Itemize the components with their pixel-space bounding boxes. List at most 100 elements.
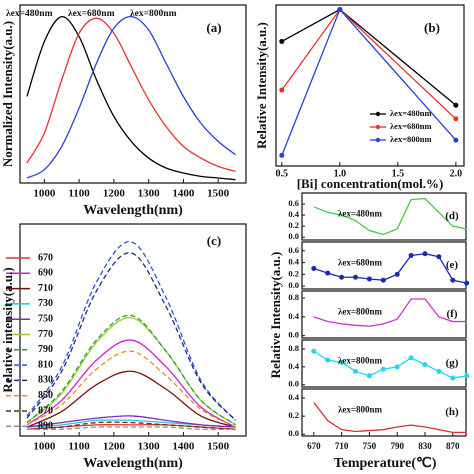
series-line [313, 298, 467, 327]
marker [279, 87, 285, 93]
series-line [26, 421, 236, 430]
x-axis-label: Wavelength(nm) [83, 203, 183, 218]
legend-label: λex=480nm [338, 209, 383, 219]
y-tick-label: 0.4 [288, 257, 299, 267]
panel-label: (d) [445, 210, 459, 222]
legend-label: λex=480nm [6, 9, 53, 19]
marker [325, 357, 331, 363]
x-tick-label: 0.5 [276, 168, 289, 179]
marker [353, 368, 359, 374]
panel-label: (a) [206, 20, 221, 35]
marker [380, 366, 386, 372]
series-line [313, 350, 467, 379]
legend-label: 890 [38, 421, 53, 432]
series-line [26, 317, 236, 426]
x-tick-label: 1200 [103, 441, 126, 453]
x-tick-label: 1400 [172, 188, 195, 200]
y-tick-label: 0.6 [288, 198, 299, 208]
panel-label: (g) [446, 357, 459, 369]
x-tick-label: 1300 [138, 441, 161, 453]
series-line [26, 370, 236, 428]
legend-label: λex=800nm [338, 405, 383, 415]
series-line [26, 415, 236, 428]
plot-frame [301, 241, 467, 290]
panel-label: (f) [447, 308, 458, 320]
x-tick-label: 1.5 [392, 168, 405, 179]
x-tick-label: 1400 [172, 441, 195, 453]
marker [436, 368, 442, 374]
legend-label: 750 [38, 313, 53, 324]
x-tick-label: 870 [446, 441, 460, 451]
y-tick-label: 0.4 [288, 311, 299, 321]
x-tick-label: 2.0 [450, 168, 463, 179]
legend-marker [375, 124, 381, 130]
x-tick-label: 1000 [33, 188, 56, 200]
panel-label: (e) [446, 259, 459, 271]
legend-label: 810 [38, 359, 53, 370]
y-tick-label: 0.8 [288, 292, 299, 302]
marker [422, 251, 428, 257]
plot-frame [301, 290, 467, 339]
marker [279, 38, 285, 44]
x-tick-label: 1100 [68, 188, 90, 200]
legend-label: 870 [38, 405, 53, 416]
legend-label: 850 [38, 390, 53, 401]
x-tick-label: 1100 [68, 441, 90, 453]
series-line [26, 15, 236, 179]
legend-label: 710 [38, 283, 53, 294]
x-tick-label: 1200 [103, 188, 126, 200]
marker [394, 364, 400, 370]
marker [453, 137, 459, 143]
marker [353, 274, 359, 280]
plot-frame [275, 4, 465, 167]
series-line [26, 339, 236, 428]
plot-frame [301, 388, 467, 437]
y-tick-label: 0.0 [288, 280, 299, 290]
marker [464, 280, 470, 286]
y-tick-label: 0.2 [288, 268, 299, 278]
y-tick-label: 0.4 [288, 209, 299, 219]
x-tick-label: 830 [418, 441, 432, 451]
y-tick-label: 0.0 [288, 428, 299, 438]
marker [339, 359, 345, 365]
marker [337, 7, 343, 13]
marker [394, 271, 400, 277]
plot-frame [301, 339, 467, 388]
marker [464, 373, 470, 379]
marker [311, 348, 317, 354]
x-axis-label: Wavelength(nm) [83, 456, 183, 471]
marker [311, 265, 317, 271]
series-line [313, 402, 467, 434]
x-tick-label: 1500 [207, 441, 230, 453]
marker [408, 355, 414, 361]
x-tick-label: 1.0 [334, 168, 347, 179]
series-line [26, 350, 236, 428]
y-tick-label: 0.8 [288, 343, 299, 353]
legend-marker [375, 111, 381, 117]
marker [380, 277, 386, 283]
marker [366, 373, 372, 379]
plot-frame [19, 223, 247, 437]
x-axis-label: [Bi] concentration(mol.%) [297, 176, 444, 191]
y-tick-label: 0.4 [288, 361, 299, 371]
legend-label: 690 [38, 268, 53, 279]
series-line [26, 252, 237, 421]
series-line [26, 15, 236, 181]
legend-label: λex=680nm [68, 9, 115, 19]
x-axis-label: Temperature(℃) [334, 456, 437, 471]
x-tick-label: 670 [307, 441, 321, 451]
legend-label: λex=800nm [130, 9, 177, 19]
marker [450, 277, 456, 283]
series-line [26, 314, 236, 426]
panel-label: (b) [424, 20, 440, 35]
x-tick-label: 750 [363, 441, 377, 451]
y-tick-label: 0.0 [288, 379, 299, 389]
legend-label: 670 [38, 252, 53, 263]
legend-label: λex=680nm [390, 121, 432, 131]
marker [422, 362, 428, 368]
marker [453, 116, 459, 122]
legend-label: λex=800nm [338, 356, 383, 366]
legend-label: 770 [38, 329, 53, 340]
legend-marker [375, 137, 381, 143]
